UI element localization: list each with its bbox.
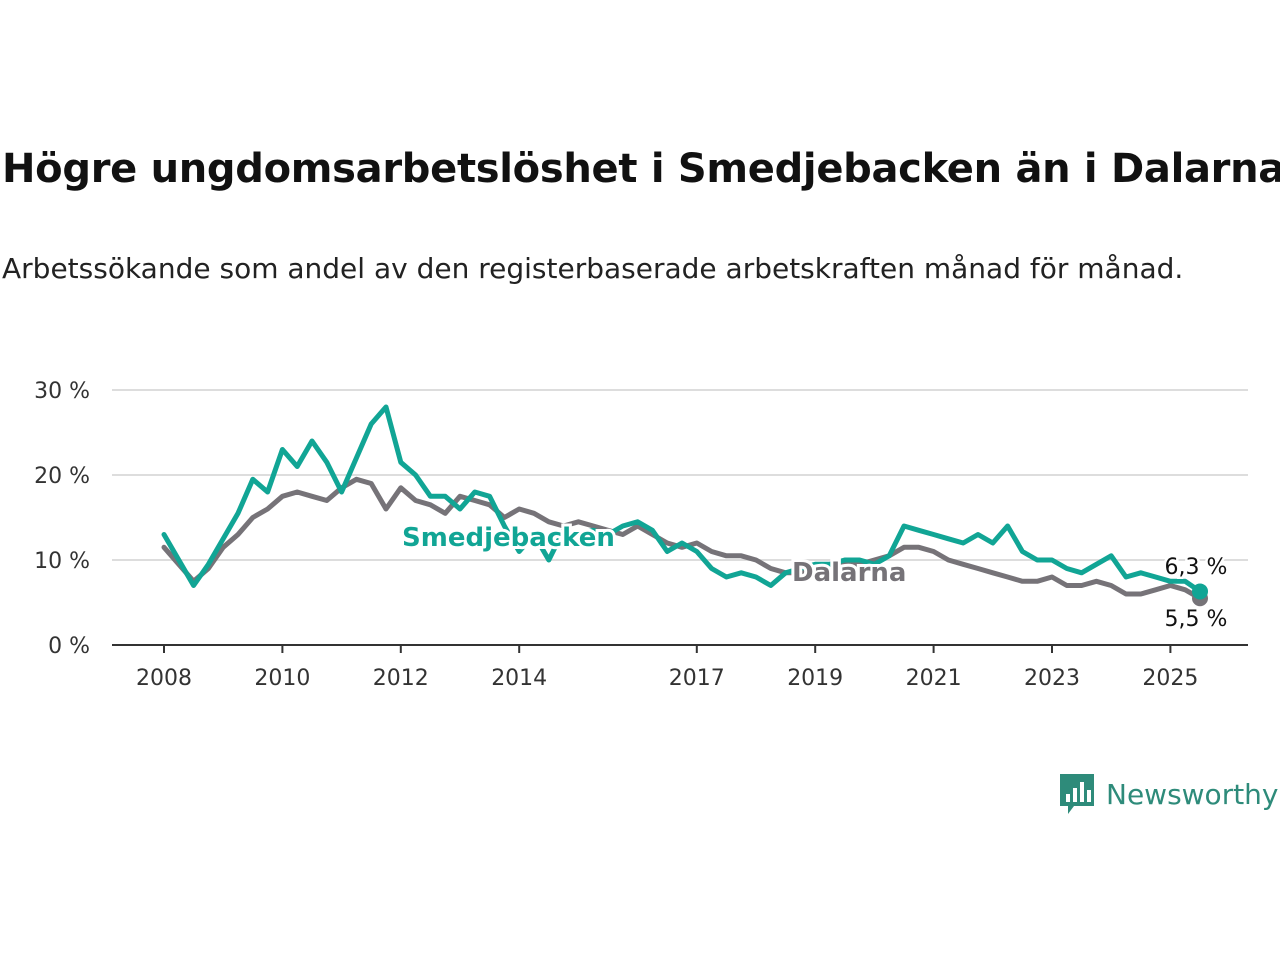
- chart-title: Högre ungdomsarbetslöshet i Smedjebacken…: [2, 146, 1280, 192]
- series-line-dalarna: [161, 476, 1203, 601]
- series-line-smedjebacken: [161, 404, 1203, 594]
- series-lines: [161, 404, 1208, 607]
- end-point-smedjebacken: [1192, 583, 1208, 600]
- x-tick-label: 2019: [787, 666, 843, 691]
- y-tick-label: 20 %: [34, 464, 90, 489]
- end-value-smedjebacken: 6,3 %: [1165, 555, 1228, 580]
- y-tick-label: 30 %: [34, 379, 90, 404]
- line-chart: 0 % 10 % 20 % 30 % 2008 2010 2012 2014 2017 2019…: [34, 379, 1248, 691]
- series-label-smedjebacken: Smedjebacken: [402, 523, 615, 553]
- x-axis: 2008 2010 2012 2014 2017 2019 2021 2023 2025: [112, 644, 1248, 691]
- newsworthy-logo: Newsworthy: [1058, 772, 1279, 816]
- x-tick-label: 2010: [254, 666, 310, 691]
- y-tick-label: 0 %: [48, 634, 90, 659]
- x-tick-label: 2014: [491, 666, 547, 691]
- x-tick-label: 2008: [136, 666, 192, 691]
- series-labels: Smedjebacken Dalarna 6,3 % 5,5 %: [399, 520, 1230, 635]
- x-tick-label: 2012: [373, 666, 429, 691]
- y-axis: 0 % 10 % 20 % 30 %: [34, 379, 90, 659]
- chart-subtitle: Arbetssökande som andel av den registerb…: [2, 252, 1184, 285]
- end-value-dalarna: 5,5 %: [1165, 607, 1228, 632]
- x-tick-label: 2023: [1024, 666, 1080, 691]
- y-tick-label: 10 %: [34, 549, 90, 574]
- brand-name: Newsworthy: [1106, 777, 1279, 811]
- series-label-dalarna: Dalarna: [792, 558, 906, 588]
- x-tick-label: 2017: [669, 666, 725, 691]
- x-tick-label: 2025: [1142, 666, 1198, 691]
- x-tick-label: 2021: [906, 666, 962, 691]
- grid-lines: [112, 389, 1248, 561]
- newsworthy-icon: [1060, 774, 1094, 814]
